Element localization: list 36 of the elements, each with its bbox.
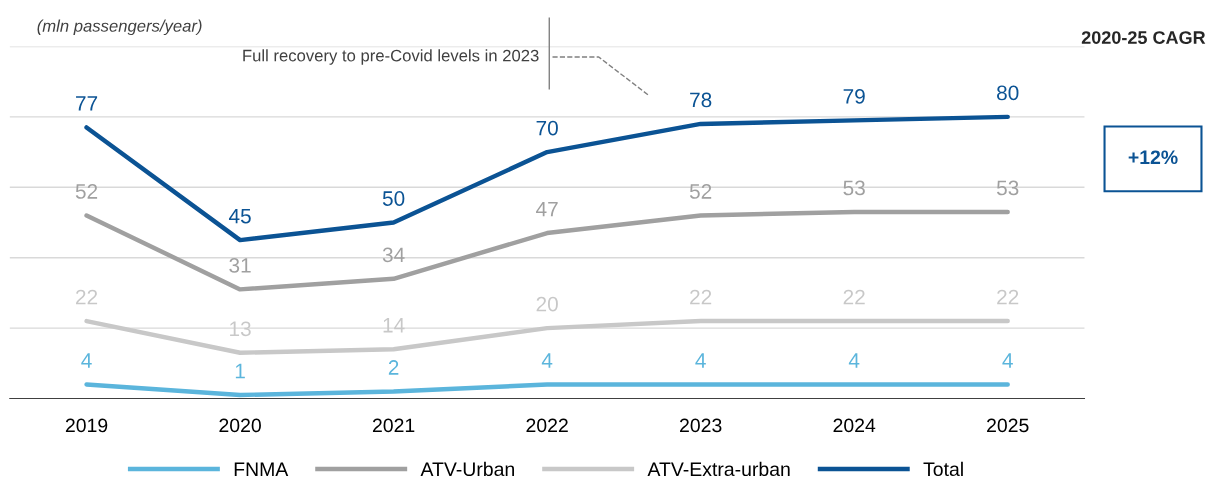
legend-label: ATV-Extra-urban: [647, 461, 790, 477]
data-label: 4: [81, 353, 92, 368]
x-tick-label: 2021: [372, 418, 415, 433]
x-tick-label: 2020: [219, 418, 261, 433]
data-label: 77: [76, 96, 98, 111]
data-label: 34: [382, 247, 405, 263]
data-label: 53: [843, 180, 865, 196]
data-label: 4: [848, 353, 860, 368]
x-tick-label: 2019: [65, 418, 108, 433]
x-tick-label: 2024: [833, 418, 876, 433]
data-label: 4: [541, 353, 553, 368]
legend-label: Total: [923, 461, 963, 477]
text: +12%: [1128, 150, 1178, 165]
data-label: 53: [996, 180, 1019, 196]
data-label: 70: [536, 120, 558, 136]
data-label: 52: [689, 184, 712, 199]
data-label: 50: [382, 191, 405, 206]
data-label: 78: [690, 92, 712, 108]
data-label: 31: [229, 258, 251, 273]
annotation: Full recovery to pre-Covid levels in 2023: [243, 49, 539, 65]
data-label: 2: [388, 360, 399, 375]
data-label: 52: [75, 184, 98, 199]
data-label: 4: [695, 353, 706, 368]
data-label: 4: [1002, 353, 1013, 368]
data-label: 79: [843, 89, 865, 104]
legend-label: FNMA: [234, 462, 289, 476]
text: 2020-25 CAGR: [1081, 31, 1206, 44]
x-tick-label: 2023: [680, 418, 722, 433]
data-label: 1: [235, 363, 245, 379]
x-tick-label: 2025: [987, 418, 1029, 433]
y-axis-title: (mln passengers/year): [37, 19, 202, 36]
x-tick-label: 2022: [526, 418, 568, 433]
data-label: 80: [997, 85, 1019, 101]
legend-label: ATV-Urban: [420, 461, 514, 477]
data-label: 45: [228, 208, 251, 224]
data-label: 47: [536, 201, 558, 217]
